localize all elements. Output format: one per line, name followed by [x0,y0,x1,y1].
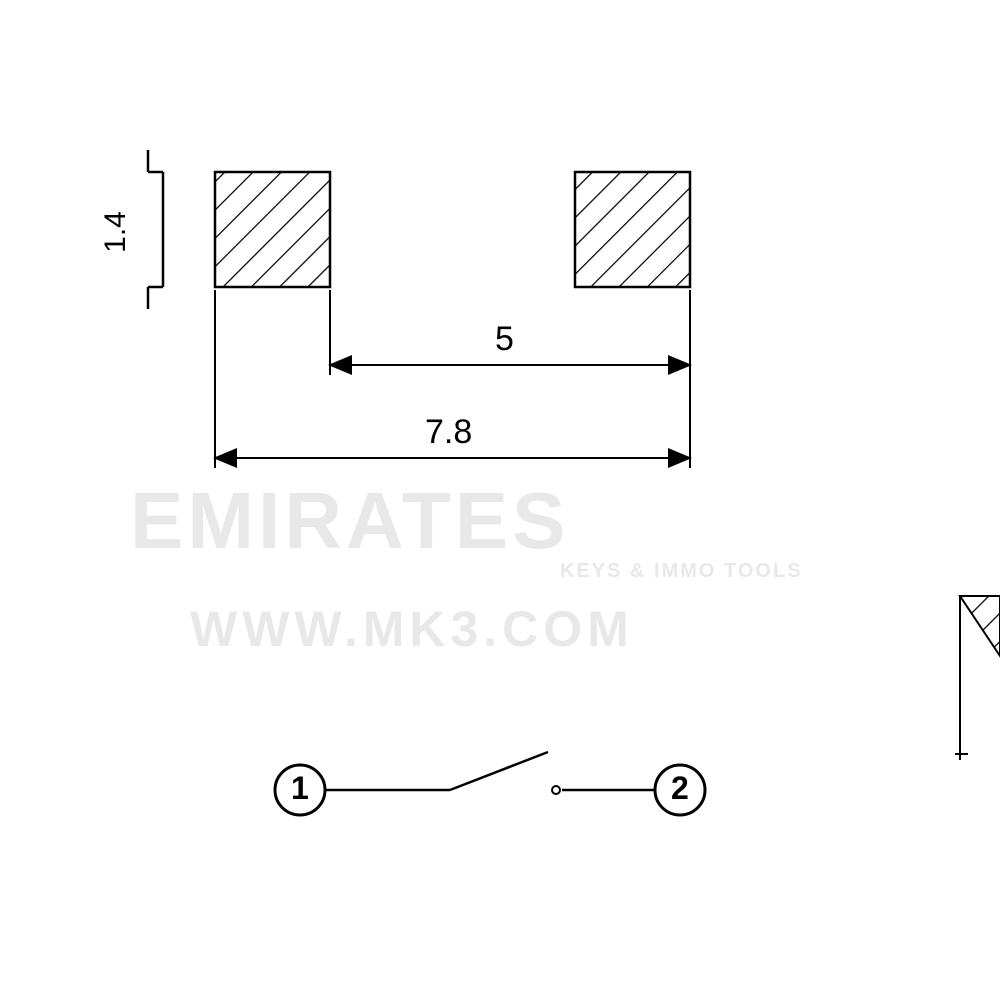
pad-right [575,172,690,287]
dim-height-label: 1.4 [99,211,133,253]
dimension-height [148,150,163,309]
dim-outer-label: 7.8 [425,413,472,452]
technical-diagram: EMIRATES KEYS & IMMO TOOLS WWW.MK3.COM [0,0,1000,1000]
dim-inner-label: 5 [495,320,514,359]
pad-left [215,172,330,287]
terminal-2-label: 2 [671,770,689,807]
diagram-svg [0,0,1000,1000]
edge-fragment [955,596,1000,760]
terminal-1-label: 1 [291,770,309,807]
switch-schematic [275,752,705,815]
